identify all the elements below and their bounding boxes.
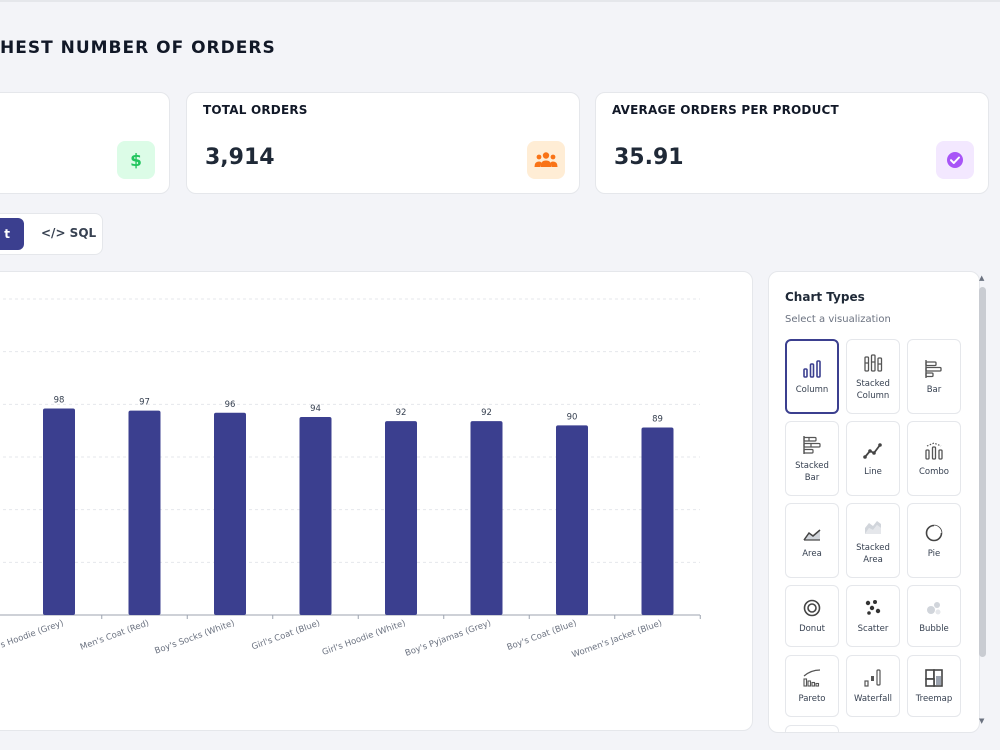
chart-type-donut[interactable]: Donut [785, 585, 839, 647]
pareto-chart-icon [801, 667, 823, 689]
kpi-card-label: AVERAGE ORDERS PER PRODUCT [612, 103, 839, 117]
chart-type-stacked-column[interactable]: Stacked Column [846, 339, 900, 414]
stacked-column-icon [862, 352, 884, 374]
chart-type-label: Pie [927, 548, 941, 559]
column-chart-icon [801, 358, 823, 380]
x-tick-label: Girl's Coat (Blue) [250, 618, 321, 652]
column-chart: 98 's Hoodie (Grey) 97 Men's Coat (Red) 96 Bo… [0, 298, 701, 660]
chart-type-scatter[interactable]: Scatter [846, 585, 900, 647]
check-circle-icon [936, 141, 974, 179]
data-label: 92 [481, 408, 492, 418]
chart-type-column[interactable]: Column [785, 339, 839, 414]
area-chart-icon [801, 522, 823, 544]
x-tick-label: Women's Jacket (Blue) [571, 618, 664, 660]
kpi-card-total-orders: TOTAL ORDERS 3,914 [186, 92, 580, 194]
dollar-icon: $ [117, 141, 155, 179]
bubble-chart-icon [923, 597, 945, 619]
bar[interactable] [128, 410, 161, 615]
stacked-area-icon [862, 516, 884, 538]
x-tick-label: 's Hoodie (Grey) [0, 618, 65, 651]
scroll-down-arrow[interactable]: ▼ [979, 717, 985, 725]
data-label: 96 [225, 400, 236, 410]
chart-type-label: Bar [926, 384, 942, 395]
bar[interactable] [470, 421, 503, 615]
top-divider [0, 0, 1000, 2]
kpi-card-value: 35.91 [614, 145, 684, 170]
line-chart-icon [862, 440, 884, 462]
sql-view-tab[interactable]: </> SQL [41, 226, 97, 240]
x-tick-label: Boy's Pyjamas (Grey) [404, 618, 493, 658]
bar-chart-icon [923, 358, 945, 380]
chart-type-bar[interactable]: Bar [907, 339, 961, 414]
chart-type-bubble[interactable]: Bubble [907, 585, 961, 647]
chart-type-label: Stacked Area [856, 542, 890, 565]
bar[interactable] [43, 408, 75, 615]
scroll-up-arrow[interactable]: ▲ [979, 274, 985, 282]
bar[interactable] [299, 416, 332, 615]
waterfall-chart-icon [862, 667, 884, 689]
chart-panel: 98 's Hoodie (Grey) 97 Men's Coat (Red) 96 Bo… [0, 271, 753, 731]
combo-chart-icon [923, 440, 945, 462]
chart-type-line[interactable]: Line [846, 421, 900, 496]
stacked-bar-icon [801, 434, 823, 456]
chart-type-label: Bubble [919, 624, 949, 634]
chart-type-label: Donut [799, 624, 825, 634]
x-tick-label: Girl's Hoodie (White) [321, 618, 407, 658]
chart-type-waterfall[interactable]: Waterfall [846, 655, 900, 717]
data-label: 97 [139, 398, 150, 408]
chart-type-treemap[interactable]: Treemap [907, 655, 961, 717]
users-icon [527, 141, 565, 179]
data-label: 94 [310, 404, 321, 414]
chart-types-title: Chart Types [785, 290, 865, 304]
chart-type-label: Stacked Column [856, 378, 890, 401]
chart-type-combo[interactable]: Combo [907, 421, 961, 496]
data-label: 90 [567, 412, 578, 422]
chart-type-label: Column [795, 384, 829, 395]
scatter-chart-icon [862, 597, 884, 619]
kpi-card-revenue: $ [0, 92, 170, 194]
chart-types-subtitle: Select a visualization [785, 314, 891, 325]
x-tick-label: Boy's Socks (White) [153, 618, 236, 656]
chart-type-stacked-area[interactable]: Stacked Area [846, 503, 900, 578]
bar[interactable] [641, 427, 674, 615]
data-label: 98 [54, 396, 65, 406]
chart-type-stacked-bar[interactable]: Stacked Bar [785, 421, 839, 496]
chart-types-panel: Chart Types Select a visualization Colum… [768, 271, 980, 733]
chart-type-label: Stacked Bar [795, 460, 829, 483]
chart-type-pareto[interactable]: Pareto [785, 655, 839, 717]
donut-chart-icon [801, 597, 823, 619]
bar[interactable] [385, 421, 417, 615]
scrollbar-thumb[interactable] [979, 287, 986, 657]
kpi-card-value: 3,914 [205, 145, 275, 170]
chart-type-partial[interactable] [785, 725, 839, 732]
x-tick-label: Men's Coat (Red) [79, 618, 151, 652]
pie-chart-icon [923, 522, 945, 544]
view-toggle: t </> SQL [0, 213, 103, 255]
chart-type-label: Area [802, 548, 822, 559]
chart-type-label: Combo [918, 466, 949, 477]
bar[interactable] [556, 425, 588, 615]
treemap-chart-icon [923, 667, 945, 689]
chart-type-label: Pareto [798, 694, 826, 704]
kpi-card-average-orders: AVERAGE ORDERS PER PRODUCT 35.91 [595, 92, 989, 194]
page-title: HEST NUMBER OF ORDERS [0, 38, 276, 58]
data-label: 89 [652, 415, 663, 425]
chart-view-tab[interactable]: t [0, 218, 24, 250]
chart-type-label: Waterfall [853, 694, 893, 704]
chart-type-area[interactable]: Area [785, 503, 839, 578]
data-label: 92 [396, 408, 407, 418]
chart-type-label: Line [864, 466, 882, 477]
bar[interactable] [214, 412, 246, 615]
chart-type-pie[interactable]: Pie [907, 503, 961, 578]
kpi-card-label: TOTAL ORDERS [203, 103, 308, 117]
chart-type-label: Treemap [915, 694, 953, 704]
x-tick-label: Boy's Coat (Blue) [506, 618, 578, 652]
svg-text:$: $ [130, 151, 142, 170]
chart-type-label: Scatter [857, 624, 889, 634]
